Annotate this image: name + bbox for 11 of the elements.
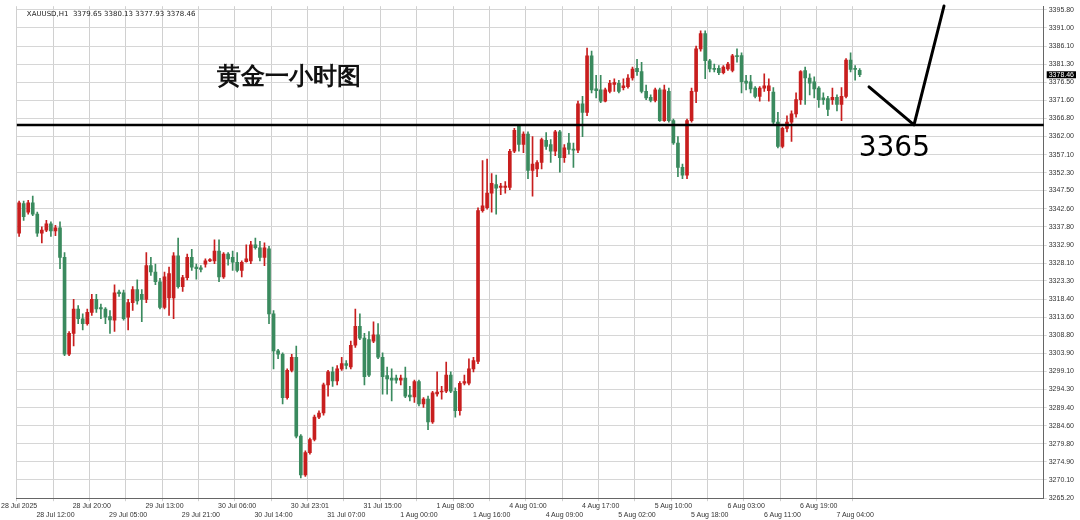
candlestick xyxy=(612,78,617,92)
candlestick xyxy=(494,174,499,215)
candlestick xyxy=(498,183,503,195)
ref-line-label: 3365 xyxy=(858,130,930,164)
candlestick xyxy=(766,78,771,102)
candlestick xyxy=(803,66,807,105)
text: 黄金一小时图 xyxy=(215,62,361,91)
candlestick xyxy=(139,289,144,323)
candlestick xyxy=(39,226,44,244)
candlestick xyxy=(108,310,112,334)
candlestick xyxy=(99,303,103,320)
